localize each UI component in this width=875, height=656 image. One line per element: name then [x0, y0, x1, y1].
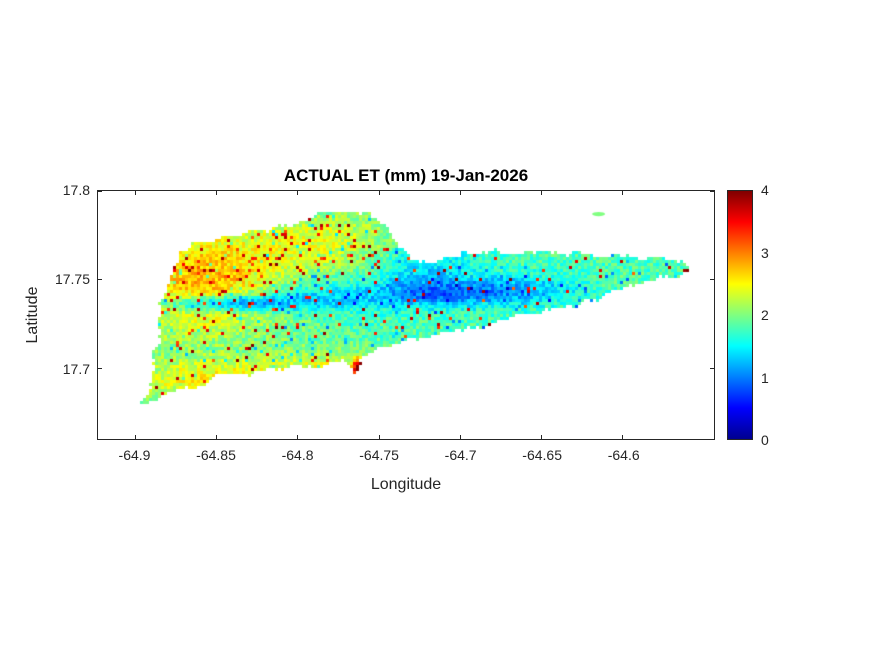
et-map-canvas [98, 191, 714, 439]
colorbar [727, 190, 753, 440]
plot-title: ACTUAL ET (mm) 19-Jan-2026 [283, 166, 529, 185]
colorbar-tick-label: 1 [761, 369, 769, 386]
axes-area [97, 190, 715, 440]
x-tick-label: -64.6 [607, 447, 640, 463]
x-tick-label: -64.7 [444, 447, 477, 463]
colorbar-gradient [728, 191, 752, 439]
x-tick-label: -64.9 [118, 447, 151, 463]
x-tick-label: -64.8 [281, 447, 314, 463]
colorbar-tick-labels: 0 1 2 3 4 [761, 182, 791, 448]
x-axis-label: Longitude [370, 476, 442, 493]
colorbar-tick-label: 0 [761, 432, 769, 448]
y-tick-labels: 17.7 17.75 17.8 [0, 182, 90, 440]
y-tick-label: 17.8 [62, 182, 90, 198]
x-tick-labels: -64.9 -64.85 -64.8 -64.75 -64.7 -64.65 -64.6 [97, 447, 715, 465]
y-tick-label: 17.7 [62, 360, 90, 377]
x-tick-label: -64.75 [359, 447, 399, 463]
colorbar-tick-label: 2 [761, 307, 769, 323]
colorbar-tick-label: 3 [761, 244, 769, 261]
x-tick-label: -64.65 [522, 447, 562, 463]
x-tick-label: -64.85 [196, 447, 236, 463]
y-tick-label: 17.75 [54, 271, 90, 288]
colorbar-tick-label: 4 [761, 182, 769, 198]
